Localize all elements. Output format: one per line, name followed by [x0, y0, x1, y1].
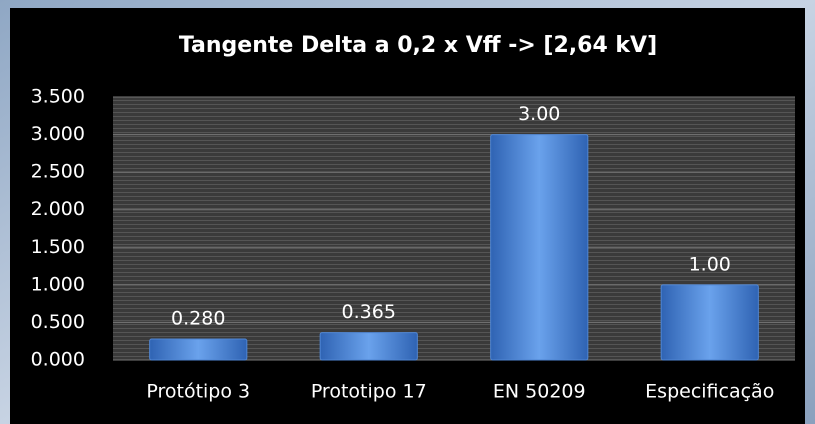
- bar: [149, 338, 248, 361]
- data-label: 0.280: [171, 307, 225, 329]
- y-tick-label: 0.000: [31, 349, 85, 371]
- y-tick-label: 2.000: [31, 198, 85, 220]
- x-tick-label: EN 50209: [493, 381, 586, 403]
- x-tick-label: Especificação: [645, 381, 774, 403]
- bar: [660, 284, 759, 361]
- bar: [319, 332, 418, 361]
- bar: [490, 134, 589, 361]
- data-label: 1.00: [689, 253, 731, 275]
- y-tick-label: 3.000: [31, 123, 85, 145]
- y-tick-label: 1.500: [31, 236, 85, 258]
- y-tick-label: 3.500: [31, 86, 85, 108]
- chart-title: Tangente Delta a 0,2 x Vff -> [2,64 kV]: [179, 33, 657, 58]
- x-tick-label: Prototipo 17: [311, 381, 427, 403]
- y-tick-label: 0.500: [31, 311, 85, 333]
- x-tick-label: Protótipo 3: [146, 381, 250, 403]
- data-label: 0.365: [342, 301, 396, 323]
- y-tick-label: 1.000: [31, 273, 85, 295]
- y-tick-label: 2.500: [31, 161, 85, 183]
- data-label: 3.00: [518, 103, 560, 125]
